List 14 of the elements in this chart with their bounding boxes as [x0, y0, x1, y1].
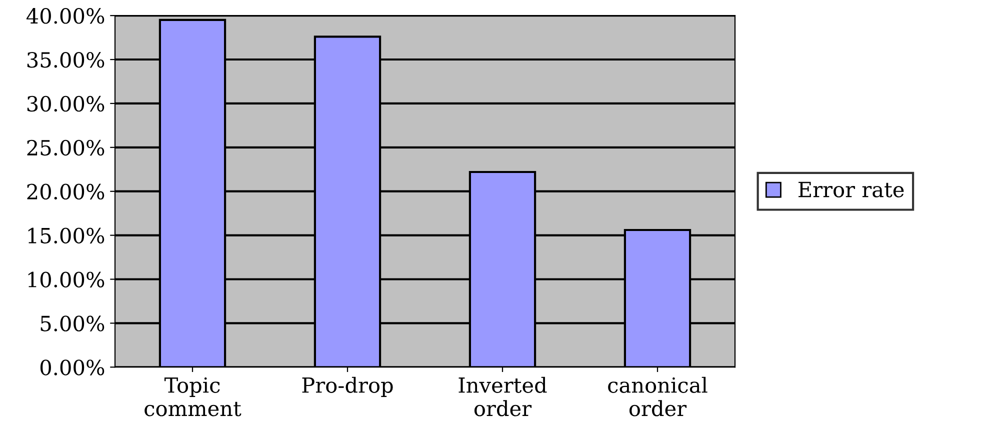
legend-label: Error rate [798, 182, 904, 198]
x-tick-label: canonical order [608, 376, 708, 416]
y-tick-label: 30.00% [27, 96, 104, 112]
x-tick-label: Inverted order [458, 376, 547, 416]
y-tick-label: 5.00% [40, 316, 104, 332]
y-tick-label: 25.00% [27, 140, 104, 156]
y-tick-label: 40.00% [26, 8, 104, 24]
x-tick-label: Pro-drop [302, 376, 393, 398]
y-tick-label: 10.00% [28, 272, 104, 288]
y-tick-label: 0.00% [40, 360, 104, 376]
y-tick-label: 35.00% [27, 52, 104, 68]
y-tick-label: 20.00% [27, 184, 104, 200]
y-tick-label: 15.00% [28, 228, 104, 244]
x-tick-label: Topic comment [144, 377, 242, 416]
